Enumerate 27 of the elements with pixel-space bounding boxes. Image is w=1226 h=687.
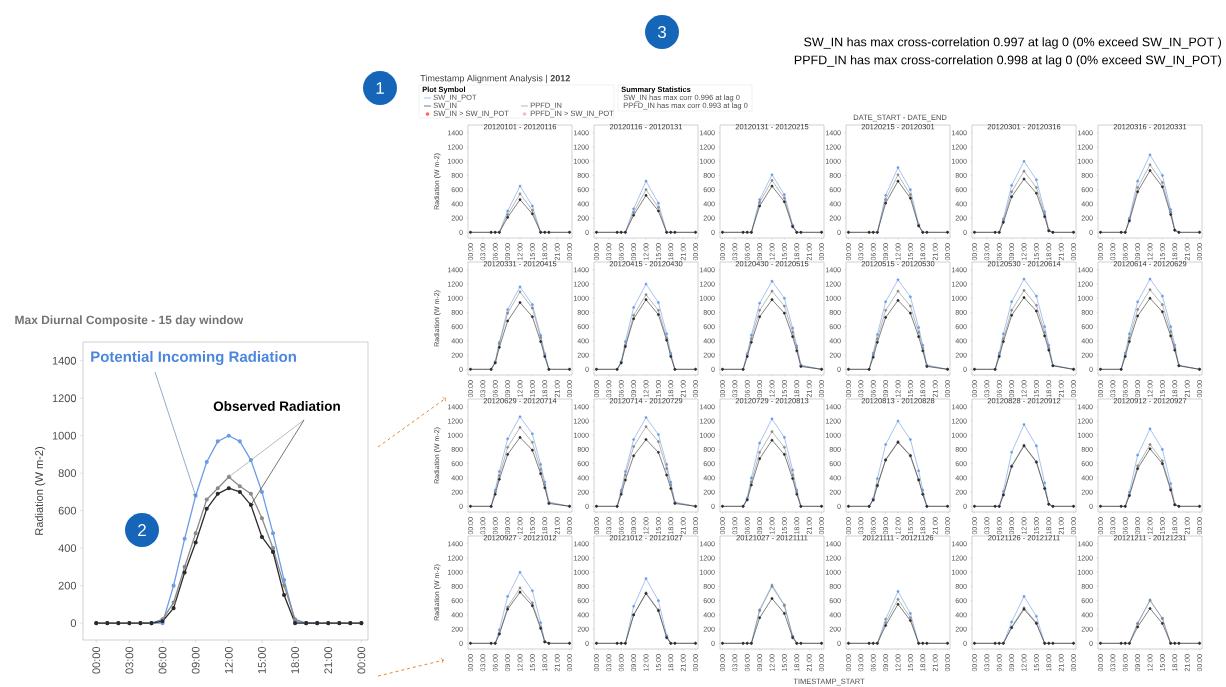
x-tick-label: 09:00 — [191, 646, 200, 674]
y-tick-label: 1000 — [52, 431, 77, 440]
text: 3 — [657, 25, 666, 39]
y-tick-label: 200 — [58, 581, 77, 590]
text: SW_IN has max cross-correlation 0.997 at lag 0 (0% exceed SW_IN_POT ) — [804, 37, 1221, 49]
y-tick-label: 1400 — [52, 356, 77, 365]
y-tick-label: 1200 — [52, 394, 77, 403]
x-tick-label: 03:00 — [125, 646, 134, 674]
y-axis-title: Radiation (W m-2) — [34, 447, 46, 535]
annotation: 2 — [138, 524, 146, 536]
x-tick-label: 00:00 — [357, 646, 366, 674]
chart-title: Max Diurnal Composite - 15 day window — [15, 315, 244, 327]
y-tick-label: 400 — [58, 544, 77, 553]
annotation: Observed Radiation — [213, 401, 340, 411]
x-tick-label: 21:00 — [324, 646, 333, 674]
x-tick-label: 12:00 — [224, 646, 233, 674]
y-tick-label: 800 — [58, 469, 77, 478]
text: Timestamp Alignment Analysis | 2012 — [420, 74, 570, 84]
x-tick-label: 15:00 — [258, 646, 266, 674]
text: 1 — [376, 82, 384, 94]
x-tick-label: 06:00 — [158, 646, 167, 674]
annotation: Potential Incoming Radiation — [91, 350, 296, 366]
y-tick-label: 0 — [70, 619, 77, 628]
text: PPFD_IN has max cross-correlation 0.998 at lag 0 (0% exceed SW_IN_POT) — [794, 55, 1221, 67]
x-tick-label: 18:00 — [291, 646, 299, 674]
y-tick-label: 600 — [58, 506, 77, 515]
x-tick-label: 00:00 — [92, 646, 101, 674]
